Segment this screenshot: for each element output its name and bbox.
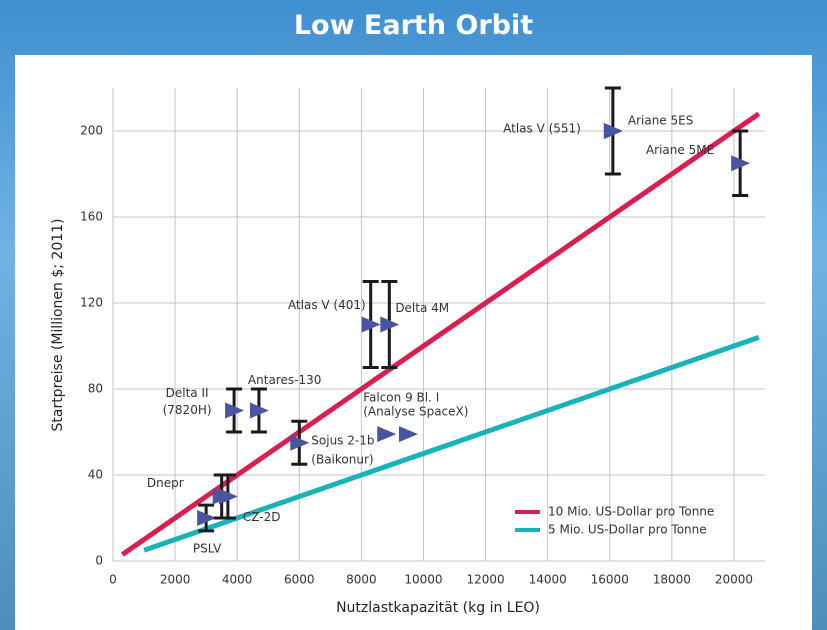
point-label: Delta II	[166, 386, 209, 400]
point-label: PSLV	[193, 542, 222, 556]
point	[218, 488, 238, 505]
y-tick-label: 200	[80, 124, 103, 138]
point-label: (7820H)	[163, 403, 212, 417]
point	[197, 510, 217, 526]
y-axis-title: Startpreise (Millionen $; 2011)	[50, 218, 66, 431]
point	[731, 155, 751, 172]
x-tick-label: 2000	[160, 573, 191, 587]
point-label: Atlas V (551)	[503, 122, 581, 136]
x-tick-label: 12000	[466, 573, 504, 587]
point-label: Sojus 2-1b	[311, 433, 374, 447]
x-tick-label: 8000	[346, 573, 377, 587]
point-label: Ariane 5ME	[646, 143, 714, 157]
y-tick-label: 0	[95, 554, 103, 568]
point-label: Atlas V (401)	[288, 298, 366, 312]
point-label: CZ-2D	[243, 510, 281, 524]
y-tick-label: 40	[88, 468, 103, 482]
point	[249, 402, 269, 419]
x-tick-label: 16000	[591, 573, 629, 587]
chart-title: Low Earth Orbit	[293, 10, 534, 41]
y-tick-label: 80	[88, 382, 103, 396]
point-label: Dnepr	[147, 476, 184, 490]
y-tick-label: 160	[80, 210, 103, 224]
point	[361, 316, 381, 333]
x-tick-label: 14000	[529, 573, 567, 587]
point-label: Ariane 5ES	[628, 114, 693, 128]
point	[380, 316, 400, 333]
point	[225, 402, 245, 419]
point	[290, 434, 310, 451]
point	[377, 426, 397, 443]
x-tick-label: 6000	[284, 573, 315, 587]
x-axis-title: Nutzlastkapazität (kg in LEO)	[336, 600, 540, 616]
x-tick-label: 18000	[653, 573, 691, 587]
legend-label: 10 Mio. US-Dollar pro Tonne	[548, 505, 714, 519]
point-label: (Baikonur)	[311, 452, 373, 466]
point-label: Delta 4M	[395, 301, 449, 315]
x-tick-label: 4000	[222, 573, 253, 587]
point-label: (Analyse SpaceX)	[363, 405, 468, 419]
x-tick-label: 10000	[404, 573, 442, 587]
trend-line	[143, 335, 760, 553]
legend-label: 5 Mio. US-Dollar pro Tonne	[548, 523, 707, 537]
x-tick-label: 20000	[715, 573, 753, 587]
point-label: Falcon 9 Bl. I	[363, 391, 439, 405]
point	[398, 426, 418, 443]
x-tick-label: 0	[109, 573, 117, 587]
y-tick-label: 120	[80, 296, 103, 310]
point	[603, 123, 623, 139]
point-label: Antares-130	[248, 373, 321, 387]
